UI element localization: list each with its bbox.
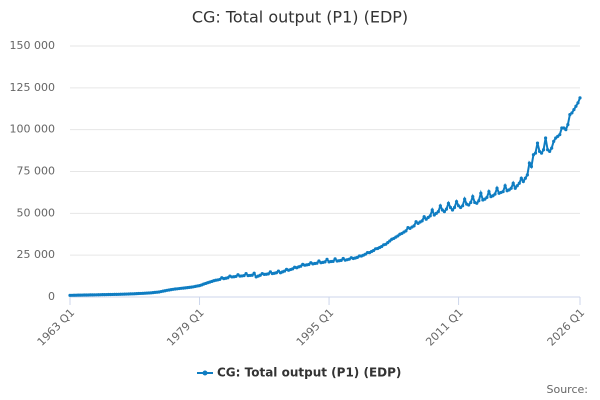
data-point	[578, 96, 582, 100]
data-point	[576, 101, 580, 105]
y-tick-label: 100 000	[10, 123, 56, 136]
data-point	[495, 186, 499, 190]
data-point	[412, 224, 416, 228]
y-tick-label: 150 000	[10, 39, 56, 52]
data-point	[527, 161, 532, 165]
data-point	[428, 214, 432, 218]
data-point	[448, 205, 453, 210]
data-point	[438, 204, 442, 208]
data-point	[266, 272, 270, 276]
data-point	[503, 184, 507, 188]
data-point	[446, 201, 451, 205]
data-point	[566, 123, 570, 127]
data-point	[450, 208, 455, 212]
data-point	[564, 128, 568, 132]
data-point	[519, 176, 523, 180]
data-point	[307, 262, 311, 267]
data-point	[543, 136, 548, 140]
x-tick-label: 2026 Q1	[545, 306, 588, 349]
data-point	[521, 179, 525, 184]
data-point	[550, 146, 554, 150]
data-point	[513, 186, 517, 190]
data-point	[250, 273, 254, 277]
data-point	[452, 205, 457, 210]
data-point	[299, 264, 303, 268]
data-point	[461, 204, 465, 208]
data-point	[523, 176, 527, 180]
y-tick-label: 25 000	[17, 248, 56, 261]
data-point	[315, 261, 319, 265]
data-point	[323, 260, 327, 264]
y-tick-label: 0	[48, 290, 55, 303]
data-point	[570, 111, 574, 115]
data-point	[339, 258, 343, 262]
data-point	[469, 200, 473, 205]
data-point	[515, 184, 519, 188]
data-point	[529, 164, 534, 169]
x-tick-label: 1979 Q1	[164, 306, 207, 349]
data-point	[479, 191, 483, 195]
data-point	[572, 107, 576, 112]
data-point	[533, 151, 538, 155]
data-point	[541, 148, 546, 152]
data-point	[430, 208, 434, 212]
data-point	[539, 151, 544, 155]
data-point	[404, 229, 408, 233]
data-point	[463, 197, 467, 201]
x-tick-label: 1963 Q1	[35, 306, 78, 349]
data-point	[535, 141, 540, 145]
data-point	[244, 271, 248, 276]
data-point	[475, 201, 479, 205]
x-tick-label: 2011 Q1	[423, 306, 466, 349]
data-point	[454, 200, 459, 204]
legend-marker	[202, 370, 208, 376]
data-point	[331, 259, 335, 263]
data-point	[487, 189, 491, 194]
data-point	[333, 257, 337, 261]
data-point	[525, 173, 529, 177]
data-point	[548, 149, 552, 154]
data-point	[477, 199, 481, 203]
data-point	[442, 210, 447, 214]
data-point	[242, 273, 246, 278]
data-point	[517, 181, 521, 185]
data-point	[574, 104, 578, 108]
legend-label: CG: Total output (P1) (EDP)	[217, 366, 401, 380]
data-point	[493, 192, 497, 196]
data-point	[420, 219, 424, 223]
data-point	[509, 186, 513, 190]
data-point	[501, 189, 505, 194]
data-point	[252, 271, 256, 275]
x-tick-label: 1995 Q1	[294, 306, 337, 349]
series-line	[69, 97, 581, 297]
data-point	[436, 210, 440, 214]
data-point	[325, 257, 329, 261]
data-point	[485, 195, 489, 200]
data-point	[558, 133, 562, 137]
data-point	[471, 195, 475, 199]
chart-title: CG: Total output (P1) (EDP)	[192, 8, 408, 27]
y-tick-label: 75 000	[17, 165, 56, 178]
data-point	[422, 215, 426, 219]
data-point	[467, 203, 471, 207]
y-tick-label: 50 000	[17, 206, 56, 219]
source: Source:	[547, 383, 589, 396]
data-point	[511, 181, 515, 185]
data-point	[444, 207, 449, 211]
y-tick-label: 125 000	[10, 81, 56, 94]
data-point	[552, 139, 556, 143]
